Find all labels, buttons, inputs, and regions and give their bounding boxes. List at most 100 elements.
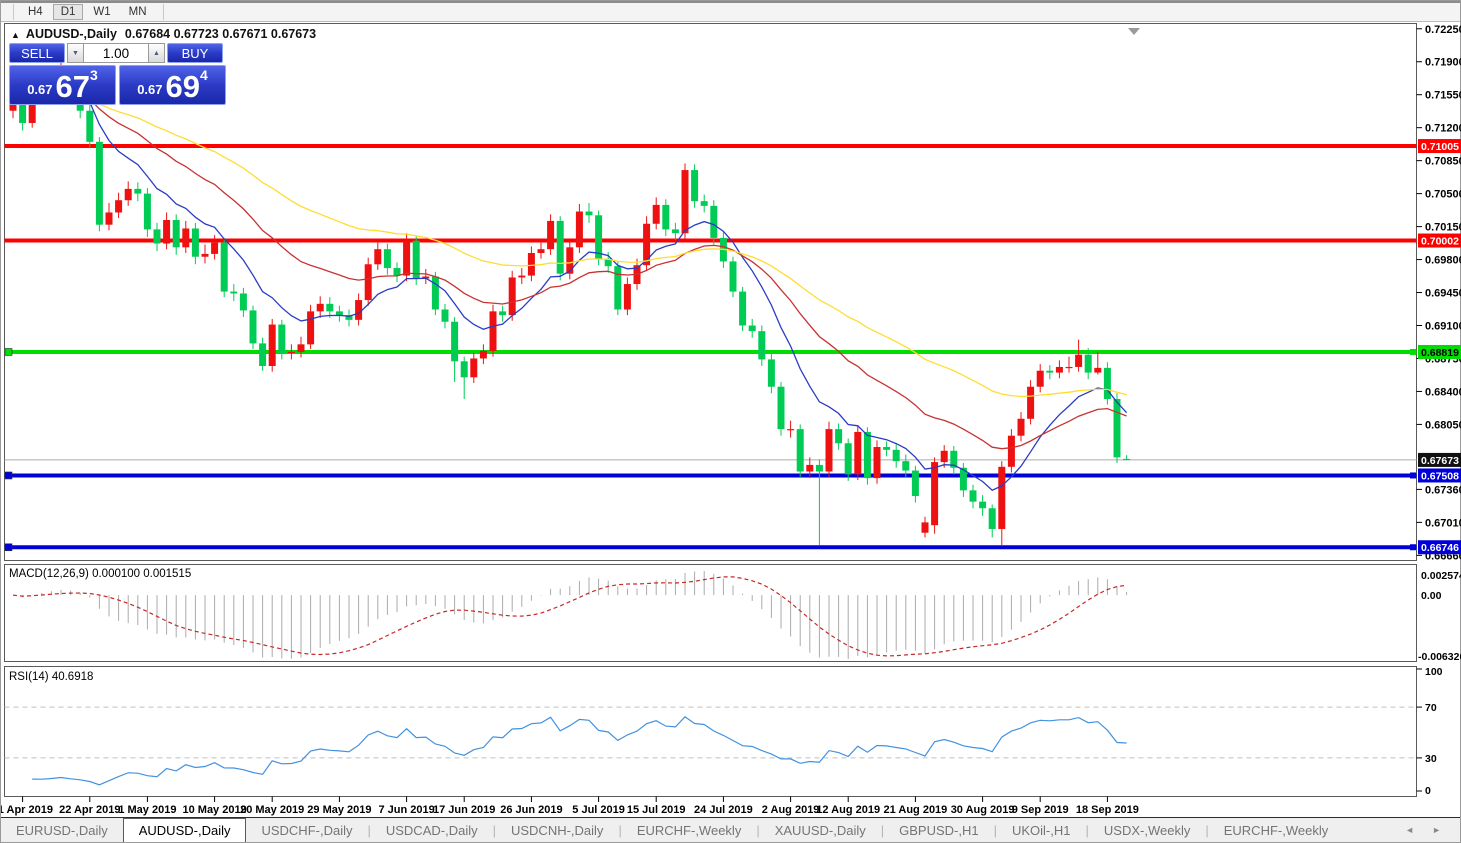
svg-text:9 Sep 2019: 9 Sep 2019 <box>1012 804 1069 816</box>
svg-text:0.70850: 0.70850 <box>1425 156 1461 168</box>
tab-scroll-left-icon[interactable]: ◄ <box>1405 825 1415 835</box>
svg-text:30: 30 <box>1425 753 1437 765</box>
svg-text:12 Aug 2019: 12 Aug 2019 <box>816 804 880 816</box>
svg-text:0.68400: 0.68400 <box>1425 386 1461 398</box>
svg-text:1 May 2019: 1 May 2019 <box>118 804 176 816</box>
timeframe-h4-button[interactable]: H4 <box>28 6 43 18</box>
svg-text:100: 100 <box>1425 666 1443 678</box>
chart-tab-bar: EURUSD-,Daily AUDUSD-,Daily USDCHF-,Daily |… <box>1 817 1460 842</box>
svg-text:21 Aug 2019: 21 Aug 2019 <box>884 804 948 816</box>
macd-indicator <box>12 571 1128 659</box>
collapse-panel-icon[interactable]: ▲ <box>11 30 20 40</box>
volume-decrease-button[interactable]: ▼ <box>67 43 84 63</box>
svg-text:0.66746: 0.66746 <box>1421 542 1459 554</box>
svg-text:20 May 2019: 20 May 2019 <box>240 804 304 816</box>
svg-text:2 Aug 2019: 2 Aug 2019 <box>762 804 820 816</box>
svg-text:0.69800: 0.69800 <box>1425 255 1461 267</box>
pane-frames <box>4 23 1417 797</box>
tab-separator: | <box>993 822 997 838</box>
svg-text:24 Jul 2019: 24 Jul 2019 <box>694 804 753 816</box>
svg-text:0.67360: 0.67360 <box>1425 484 1461 496</box>
svg-text:0.67673: 0.67673 <box>1421 455 1459 467</box>
svg-text:0.71200: 0.71200 <box>1425 123 1461 135</box>
rsi-axis: 100 70 30 0 <box>1416 666 1443 797</box>
svg-text:30 Aug 2019: 30 Aug 2019 <box>951 804 1015 816</box>
svg-text:7 Jun 2019: 7 Jun 2019 <box>378 804 434 816</box>
macd-axis: 0.002574 0.00 -0.006326 <box>1418 570 1461 663</box>
svg-text:0.72250: 0.72250 <box>1425 24 1461 36</box>
toolbar-divider <box>13 4 14 20</box>
timeframe-mn-button[interactable]: MN <box>128 6 147 18</box>
price-axis-tags: 0.71005 0.70002 0.68819 0.67508 0.66746 0.676… <box>1418 139 1461 555</box>
svg-text:0.68050: 0.68050 <box>1425 419 1461 431</box>
tab-gbpusd-h1[interactable]: GBPUSD-,H1 <box>899 822 979 838</box>
chart-shift-marker-icon <box>1128 28 1140 35</box>
svg-text:0.67010: 0.67010 <box>1425 517 1461 529</box>
tab-separator: | <box>492 822 496 838</box>
svg-text:0.68819: 0.68819 <box>1421 347 1459 359</box>
svg-text:29 May 2019: 29 May 2019 <box>307 804 371 816</box>
tab-audusd-daily[interactable]: AUDUSD-,Daily <box>122 818 247 842</box>
buy-price-point: 4 <box>200 67 208 83</box>
candlestick-series <box>9 57 1131 545</box>
timeframe-d1-button[interactable]: D1 <box>52 4 84 20</box>
tab-usdchf-daily[interactable]: USDCHF-,Daily <box>261 822 353 838</box>
tab-separator: | <box>618 822 622 838</box>
rsi-indicator-label: RSI(14) 40.6918 <box>9 671 94 683</box>
buy-button[interactable]: BUY <box>167 43 223 63</box>
toolbar-divider <box>162 4 164 20</box>
volume-input[interactable] <box>84 43 148 63</box>
tab-scroll-controls: ◄ ► <box>1396 818 1460 842</box>
tab-xauusd-daily[interactable]: XAUUSD-,Daily <box>774 822 866 838</box>
tab-eurchf-weekly[interactable]: EURCHF-,Weekly <box>636 822 742 838</box>
tab-list: EURUSD-,Daily AUDUSD-,Daily USDCHF-,Daily |… <box>1 818 1343 842</box>
volume-increase-button[interactable]: ▲ <box>148 43 165 63</box>
tab-scroll-right-icon[interactable]: ► <box>1432 825 1441 835</box>
sell-price-prefix: 0.67 <box>27 82 53 98</box>
tab-usdcad-daily[interactable]: USDCAD-,Daily <box>385 822 478 838</box>
svg-text:22 Apr 2019: 22 Apr 2019 <box>59 804 120 816</box>
svg-text:0.70002: 0.70002 <box>1421 236 1459 248</box>
horizontal-level-lines <box>4 144 1417 552</box>
svg-text:0.71550: 0.71550 <box>1425 90 1461 102</box>
tab-separator: | <box>756 822 760 838</box>
tab-separator: | <box>1085 822 1089 838</box>
chart-legend: ▲ AUDUSD-,Daily 0.67684 0.67723 0.67671 0.… <box>11 27 316 41</box>
tab-eurusd-daily[interactable]: EURUSD-,Daily <box>16 822 108 838</box>
tab-separator: | <box>1205 822 1209 838</box>
tab-usdx-weekly[interactable]: USDX-,Weekly <box>1103 822 1191 838</box>
svg-text:17 Jun 2019: 17 Jun 2019 <box>433 804 495 816</box>
svg-text:70: 70 <box>1425 702 1437 714</box>
svg-text:0.69100: 0.69100 <box>1425 320 1461 332</box>
tab-usdcnh-daily[interactable]: USDCNH-,Daily <box>510 822 604 838</box>
price-chart-canvas[interactable]: 0.72250 0.71900 0.71550 0.71200 0.70850 0.705… <box>1 1 1461 817</box>
svg-text:26 Jun 2019: 26 Jun 2019 <box>500 804 562 816</box>
svg-text:11 Apr 2019: 11 Apr 2019 <box>1 804 53 816</box>
sell-button[interactable]: SELL <box>9 43 65 63</box>
macd-indicator-label: MACD(12,26,9) 0.000100 0.001515 <box>9 568 192 580</box>
svg-text:0.71900: 0.71900 <box>1425 57 1461 69</box>
svg-text:0.69450: 0.69450 <box>1425 288 1461 300</box>
current-bar-ohlc: 0.67684 0.67723 0.67671 0.67673 <box>124 27 317 41</box>
svg-text:10 May 2019: 10 May 2019 <box>182 804 246 816</box>
buy-price-button[interactable]: 0.67 69 4 <box>119 65 226 105</box>
timeframe-w1-button[interactable]: W1 <box>93 6 111 18</box>
tab-separator: | <box>367 822 371 838</box>
svg-text:5 Jul 2019: 5 Jul 2019 <box>572 804 625 816</box>
symbol-timeframe-label: AUDUSD-,Daily <box>25 27 117 41</box>
svg-text:0.71005: 0.71005 <box>1421 141 1459 153</box>
svg-text:0.00: 0.00 <box>1421 590 1442 602</box>
price-axis: 0.72250 0.71900 0.71550 0.71200 0.70850 0.705… <box>1416 24 1461 562</box>
tab-eurchf-weekly[interactable]: EURCHF-,Weekly <box>1223 822 1329 838</box>
sell-price-button[interactable]: 0.67 67 3 <box>9 65 116 105</box>
svg-text:0.70500: 0.70500 <box>1425 189 1461 201</box>
tab-separator: | <box>880 822 885 838</box>
timeframe-toolbar: H4 D1 W1 MN <box>1 1 1460 22</box>
sell-price-point: 3 <box>90 67 98 83</box>
svg-text:0.002574: 0.002574 <box>1421 570 1461 582</box>
svg-text:0: 0 <box>1425 785 1431 797</box>
tab-ukoil-h1[interactable]: UKOil-,H1 <box>1011 822 1071 838</box>
one-click-trading-panel: SELL ▼ ▲ BUY 0.67 67 3 0.67 69 4 <box>9 43 226 105</box>
